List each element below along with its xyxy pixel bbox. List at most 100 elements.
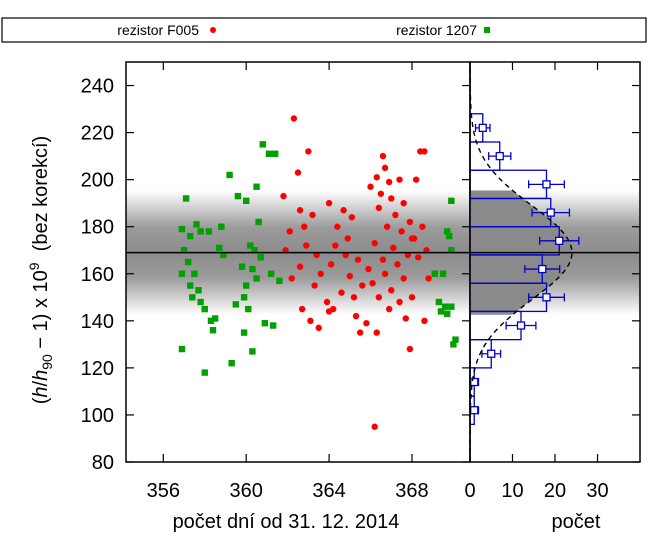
point-1207: [232, 301, 240, 308]
point-f005: [392, 211, 399, 219]
point-f005: [305, 148, 312, 155]
point-f005: [334, 223, 341, 230]
point-f005: [311, 282, 318, 289]
histogram-marker: [542, 180, 551, 189]
point-f005: [383, 223, 391, 230]
histogram-marker: [555, 236, 564, 245]
point-f005: [371, 239, 378, 247]
point-f005: [406, 345, 414, 353]
point-1207: [180, 247, 188, 254]
gauss-fit-curve: [469, 62, 573, 462]
point-f005: [298, 305, 306, 313]
y-tick-label: 220: [81, 123, 114, 145]
histogram-frame: [469, 61, 641, 463]
histogram-x-axis-title: počet: [552, 511, 601, 533]
point-f005: [400, 275, 407, 282]
point-1207: [276, 277, 283, 285]
point-f005: [381, 164, 389, 172]
point-f005: [379, 256, 387, 263]
scatter-points: [178, 115, 459, 430]
point-f005: [412, 176, 420, 183]
y-tick-label: 180: [81, 217, 114, 239]
point-1207: [187, 232, 194, 240]
point-1207: [431, 270, 438, 277]
point-1207: [257, 254, 264, 261]
point-f005: [359, 282, 366, 289]
point-1207: [249, 348, 256, 355]
point-f005: [323, 298, 331, 306]
point-1207: [195, 287, 202, 294]
point-f005: [375, 204, 383, 212]
point-1207: [245, 305, 252, 313]
point-1207: [193, 221, 200, 228]
point-1207: [226, 171, 233, 179]
point-1207: [189, 294, 196, 301]
y-tick-label: 80: [92, 452, 114, 474]
point-1207: [255, 218, 262, 226]
point-f005: [348, 214, 356, 221]
point-1207: [191, 270, 198, 277]
y-axis-title: (h/h90 − 1) x 109 (bez korekcí): [26, 136, 55, 405]
legend-label-f005: rezistor F005: [117, 22, 199, 38]
point-1207: [182, 195, 190, 202]
legend-box: [1, 17, 647, 43]
x-tick-label: 364: [312, 480, 345, 502]
point-1207: [197, 298, 204, 306]
point-1207: [439, 270, 447, 277]
point-f005: [379, 152, 387, 160]
point-1207: [253, 275, 260, 282]
point-f005: [369, 279, 376, 287]
point-f005: [286, 228, 293, 235]
histogram-marker: [470, 377, 479, 387]
point-f005: [313, 251, 320, 259]
histogram-marker: [487, 349, 496, 358]
hist-x-tick-label: 30: [586, 480, 608, 502]
point-1207: [211, 315, 219, 322]
point-1207: [441, 303, 449, 310]
y-tick-label: 120: [81, 358, 114, 380]
legend-label-1207: rezistor 1207: [396, 22, 477, 38]
point-f005: [327, 261, 335, 268]
point-f005: [317, 270, 324, 277]
point-1207: [269, 322, 277, 329]
point-f005: [332, 242, 339, 249]
histogram-marker: [478, 123, 487, 133]
point-1207: [249, 265, 256, 273]
point-1207: [178, 345, 186, 353]
point-1207: [242, 197, 250, 205]
point-f005: [414, 254, 422, 261]
point-1207: [187, 282, 194, 289]
histogram-axis-ticks: 0 10 20 30: [464, 62, 640, 502]
point-1207: [435, 298, 443, 306]
point-f005: [396, 176, 403, 183]
y-tick-label: 240: [81, 76, 114, 98]
point-f005: [371, 423, 378, 430]
histogram-plot: 0 10 20 30: [464, 61, 641, 502]
point-f005: [338, 289, 345, 296]
point-1207: [267, 270, 275, 277]
point-f005: [282, 247, 289, 254]
point-f005: [356, 329, 364, 336]
point-f005: [296, 263, 304, 270]
legend-marker-1207: [484, 27, 490, 33]
x-tick-label: 360: [230, 480, 263, 502]
point-f005: [402, 315, 409, 322]
point-f005: [301, 223, 308, 230]
point-1207: [201, 369, 208, 376]
point-1207: [444, 228, 451, 235]
point-1207: [178, 225, 186, 233]
histogram-marker: [546, 208, 555, 217]
point-f005: [400, 199, 407, 207]
legend-marker-f005: [210, 27, 216, 33]
point-f005: [350, 294, 358, 301]
point-f005: [296, 207, 304, 214]
point-f005: [346, 272, 354, 280]
y-tick-label: 160: [81, 264, 114, 286]
point-f005: [396, 298, 403, 306]
point-1207: [238, 263, 246, 270]
point-f005: [373, 174, 380, 181]
point-1207: [251, 247, 258, 254]
point-f005: [375, 294, 383, 301]
point-f005: [419, 223, 426, 230]
hist-x-tick-label: 20: [544, 480, 566, 502]
